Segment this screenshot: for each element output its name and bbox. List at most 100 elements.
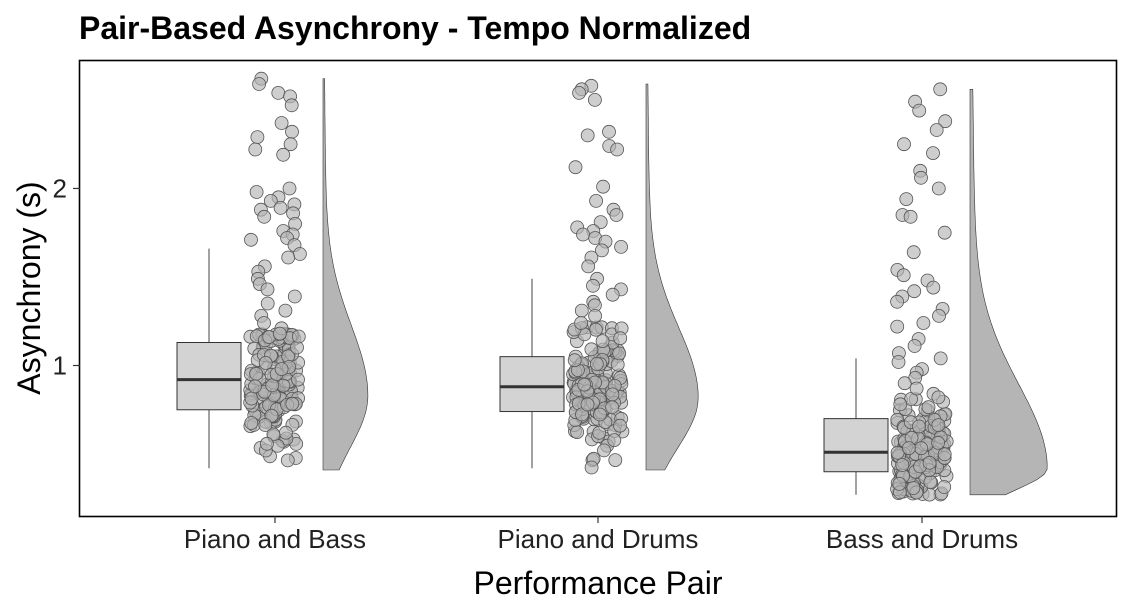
data-point [932, 308, 946, 323]
data-point [272, 326, 287, 341]
data-point [896, 268, 911, 283]
data-point [278, 303, 293, 318]
data-point [260, 296, 275, 311]
data-point [266, 427, 281, 442]
data-point [595, 334, 610, 349]
data-point [584, 342, 599, 357]
data-point [283, 137, 298, 152]
box [176, 341, 242, 411]
data-point [610, 142, 624, 157]
data-point [257, 209, 272, 224]
data-point [273, 200, 288, 215]
data-point [244, 232, 258, 247]
data-point [271, 86, 286, 100]
data-point [613, 418, 627, 433]
data-point [576, 227, 590, 242]
data-point [605, 287, 620, 302]
data-point [614, 239, 628, 254]
data-point [893, 397, 908, 412]
points-1 [243, 71, 307, 468]
group-piano-and-drums [499, 78, 699, 475]
x-tick-label-1: Piano and Bass [184, 524, 366, 554]
density-3 [969, 89, 1048, 496]
box [823, 418, 889, 473]
points-2 [566, 78, 630, 475]
data-point [613, 331, 628, 346]
data-point [287, 289, 302, 304]
data-point [938, 114, 953, 129]
data-point [895, 458, 910, 472]
y-tick-label-1: 1 [53, 351, 67, 381]
data-point [568, 160, 583, 175]
data-point [937, 447, 952, 462]
data-point [906, 245, 921, 260]
data-point [274, 116, 289, 130]
data-point [258, 418, 273, 432]
data-point [276, 147, 291, 162]
data-point [278, 425, 293, 440]
data-point [937, 225, 952, 240]
data-point [281, 250, 296, 265]
data-point [890, 294, 904, 309]
data-point [586, 278, 600, 293]
chart-title: Pair-Based Asynchrony - Tempo Normalized [79, 10, 752, 46]
data-point [912, 419, 926, 434]
y-axis-title: Asynchrony (s) [11, 181, 47, 394]
data-point [589, 357, 604, 371]
data-point [907, 339, 922, 353]
points-3 [890, 82, 954, 502]
data-point [916, 316, 931, 330]
data-point [937, 480, 952, 494]
data-point [284, 98, 299, 113]
data-point [259, 436, 274, 451]
x-axis-title: Performance Pair [474, 565, 723, 601]
data-point [914, 170, 928, 185]
group-bass-and-drums [823, 82, 1048, 502]
data-point [263, 193, 278, 208]
data-point [260, 282, 275, 297]
data-point [592, 425, 607, 440]
group-piano-and-bass [176, 71, 369, 471]
x-axis: Piano and Bass Piano and Drums Bass and Dr… [184, 516, 1018, 554]
data-point [907, 284, 922, 299]
density-2 [645, 83, 699, 471]
data-point [595, 243, 609, 258]
data-point [593, 215, 608, 230]
data-point [926, 280, 941, 295]
data-point [914, 441, 929, 456]
data-point [570, 425, 584, 440]
data-point [903, 209, 918, 224]
data-point [596, 179, 610, 194]
data-point [933, 82, 948, 97]
data-point [252, 77, 267, 91]
data-point [285, 124, 299, 139]
x-tick-label-2: Piano and Drums [498, 524, 699, 554]
data-point [581, 259, 596, 274]
data-point [909, 381, 924, 396]
data-point [574, 303, 589, 318]
data-point [922, 455, 937, 470]
data-point [588, 93, 602, 107]
data-point [292, 247, 307, 261]
data-point [926, 146, 940, 161]
data-point [891, 355, 906, 369]
data-point [892, 476, 907, 491]
y-axis: 12 [53, 173, 80, 381]
data-point [291, 372, 305, 387]
y-tick-label-2: 2 [53, 173, 67, 203]
data-point [931, 181, 946, 196]
data-point [605, 387, 620, 402]
data-point [609, 208, 624, 222]
data-point [923, 474, 938, 489]
data-point [244, 416, 259, 430]
data-point [589, 193, 603, 208]
data-point [249, 366, 264, 381]
data-point [274, 362, 289, 377]
data-point [931, 435, 945, 450]
data-point [605, 400, 619, 415]
data-point [285, 396, 300, 411]
box [499, 356, 565, 413]
data-point [580, 128, 595, 143]
data-point [248, 142, 263, 157]
